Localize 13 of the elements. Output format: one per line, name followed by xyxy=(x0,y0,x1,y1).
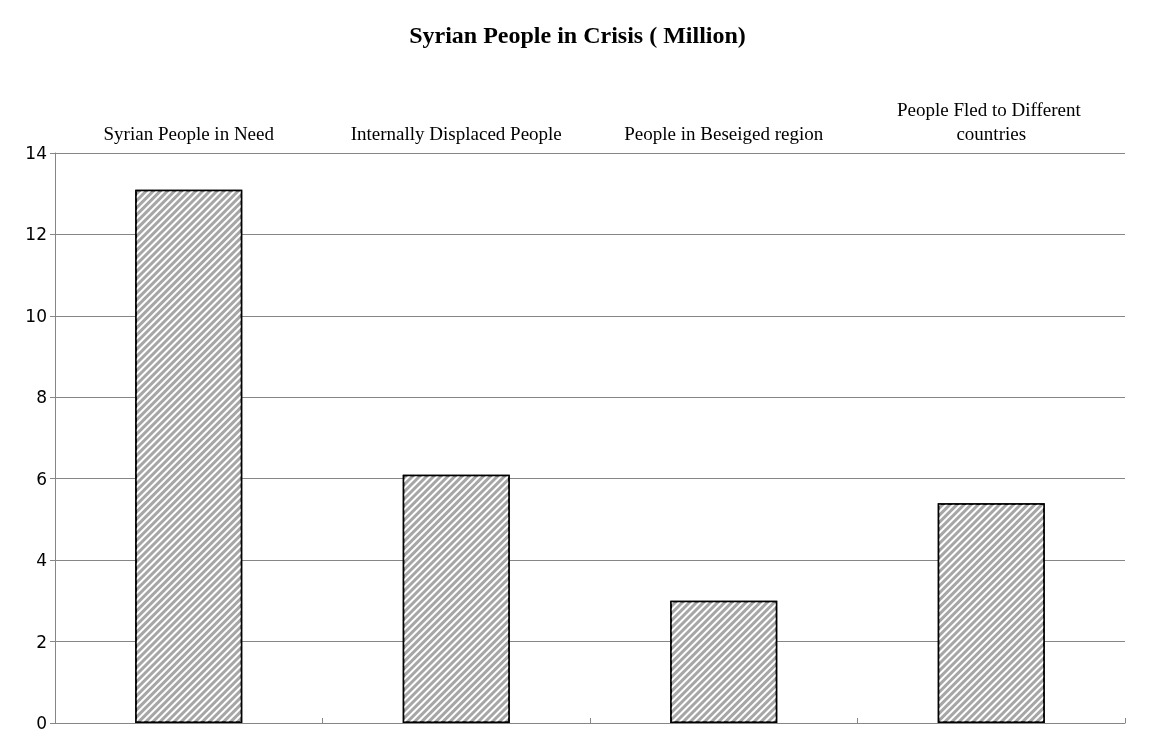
y-tick-label: 6 xyxy=(36,468,47,489)
x-tick-label: Internally Displaced People xyxy=(350,122,562,144)
x-tick-label: People in Beseiged region xyxy=(624,122,824,144)
y-tick-label: 10 xyxy=(25,305,47,326)
chart-title: Syrian People in Crisis ( Million) xyxy=(409,22,746,48)
x-tick-label: Syrian People in Need xyxy=(103,122,275,144)
y-tick-label: 2 xyxy=(36,631,47,652)
y-tick-label: 12 xyxy=(25,224,47,245)
y-tick-label: 0 xyxy=(36,713,47,733)
y-tick-label: 14 xyxy=(25,143,47,163)
x-tick-label: People Fled to Different countries xyxy=(896,98,1086,144)
y-tick-label: 4 xyxy=(36,550,47,571)
y-tick-label: 8 xyxy=(36,387,47,408)
